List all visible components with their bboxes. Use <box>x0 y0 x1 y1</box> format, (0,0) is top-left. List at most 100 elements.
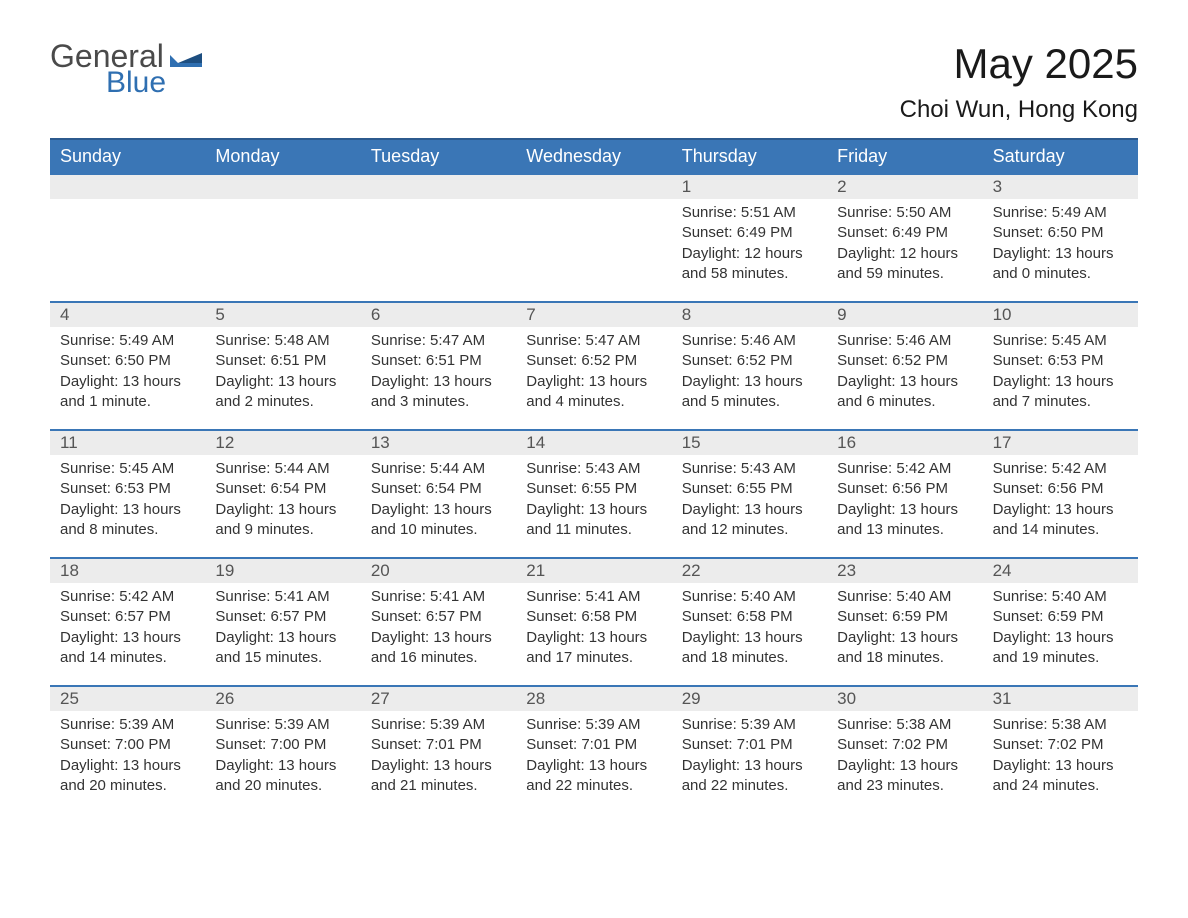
sunrise-text: Sunrise: 5:40 AM <box>993 587 1128 607</box>
logo-blue-text: Blue <box>106 68 202 98</box>
daylight-text: Daylight: 13 hours and 15 minutes. <box>215 628 350 669</box>
day-number: 22 <box>672 559 827 583</box>
day-body: Sunrise: 5:38 AMSunset: 7:02 PMDaylight:… <box>983 711 1138 804</box>
day-body <box>50 199 205 211</box>
day-number: . <box>50 175 205 199</box>
sunset-text: Sunset: 6:53 PM <box>993 351 1128 371</box>
sunset-text: Sunset: 6:55 PM <box>682 479 817 499</box>
day-cell: 28Sunrise: 5:39 AMSunset: 7:01 PMDayligh… <box>516 687 671 813</box>
day-body <box>205 199 360 211</box>
day-body <box>516 199 671 211</box>
day-cell: 13Sunrise: 5:44 AMSunset: 6:54 PMDayligh… <box>361 431 516 557</box>
day-number: 9 <box>827 303 982 327</box>
day-body: Sunrise: 5:48 AMSunset: 6:51 PMDaylight:… <box>205 327 360 420</box>
sunset-text: Sunset: 6:50 PM <box>60 351 195 371</box>
day-number: 1 <box>672 175 827 199</box>
sunset-text: Sunset: 6:58 PM <box>682 607 817 627</box>
day-body: Sunrise: 5:45 AMSunset: 6:53 PMDaylight:… <box>983 327 1138 420</box>
sunset-text: Sunset: 6:54 PM <box>215 479 350 499</box>
day-number: 16 <box>827 431 982 455</box>
day-body: Sunrise: 5:50 AMSunset: 6:49 PMDaylight:… <box>827 199 982 292</box>
weekday-cell: Wednesday <box>516 140 671 173</box>
sunset-text: Sunset: 6:53 PM <box>60 479 195 499</box>
weekday-cell: Thursday <box>672 140 827 173</box>
day-cell: 5Sunrise: 5:48 AMSunset: 6:51 PMDaylight… <box>205 303 360 429</box>
daylight-text: Daylight: 13 hours and 4 minutes. <box>526 372 661 413</box>
day-cell: 23 Sunrise: 5:40 AMSunset: 6:59 PMDayligh… <box>827 559 982 685</box>
sunset-text: Sunset: 7:00 PM <box>60 735 195 755</box>
daylight-text: Daylight: 13 hours and 24 minutes. <box>993 756 1128 797</box>
day-number: 17 <box>983 431 1138 455</box>
daylight-text: Daylight: 13 hours and 8 minutes. <box>60 500 195 541</box>
day-cell: 31Sunrise: 5:38 AMSunset: 7:02 PMDayligh… <box>983 687 1138 813</box>
sunrise-text: Sunrise: 5:40 AM <box>837 587 972 607</box>
day-number: 30 <box>827 687 982 711</box>
day-cell: 9Sunrise: 5:46 AMSunset: 6:52 PMDaylight… <box>827 303 982 429</box>
day-body: Sunrise: 5:41 AMSunset: 6:57 PMDaylight:… <box>205 583 360 676</box>
day-body: Sunrise: 5:49 AMSunset: 6:50 PMDaylight:… <box>983 199 1138 292</box>
sunset-text: Sunset: 6:51 PM <box>371 351 506 371</box>
weekday-cell: Saturday <box>983 140 1138 173</box>
day-cell: 2Sunrise: 5:50 AMSunset: 6:49 PMDaylight… <box>827 175 982 301</box>
sunset-text: Sunset: 7:01 PM <box>682 735 817 755</box>
week-row: 18Sunrise: 5:42 AMSunset: 6:57 PMDayligh… <box>50 557 1138 685</box>
sunset-text: Sunset: 6:52 PM <box>526 351 661 371</box>
day-body: Sunrise: 5:39 AMSunset: 7:00 PMDaylight:… <box>205 711 360 804</box>
day-body: Sunrise: 5:42 AMSunset: 6:56 PMDaylight:… <box>827 455 982 548</box>
day-number: 10 <box>983 303 1138 327</box>
day-number: 14 <box>516 431 671 455</box>
day-body: Sunrise: 5:45 AMSunset: 6:53 PMDaylight:… <box>50 455 205 548</box>
day-body: Sunrise: 5:43 AMSunset: 6:55 PMDaylight:… <box>516 455 671 548</box>
daylight-text: Daylight: 13 hours and 7 minutes. <box>993 372 1128 413</box>
day-number: 31 <box>983 687 1138 711</box>
sunrise-text: Sunrise: 5:41 AM <box>215 587 350 607</box>
day-number: 23 <box>827 559 982 583</box>
sunset-text: Sunset: 6:58 PM <box>526 607 661 627</box>
day-body: Sunrise: 5:49 AMSunset: 6:50 PMDaylight:… <box>50 327 205 420</box>
sunset-text: Sunset: 6:50 PM <box>993 223 1128 243</box>
sunset-text: Sunset: 6:57 PM <box>371 607 506 627</box>
day-cell: 26Sunrise: 5:39 AMSunset: 7:00 PMDayligh… <box>205 687 360 813</box>
day-number: 15 <box>672 431 827 455</box>
sunset-text: Sunset: 6:49 PM <box>682 223 817 243</box>
day-cell: 8Sunrise: 5:46 AMSunset: 6:52 PMDaylight… <box>672 303 827 429</box>
daylight-text: Daylight: 13 hours and 1 minute. <box>60 372 195 413</box>
sunrise-text: Sunrise: 5:46 AM <box>837 331 972 351</box>
logo: General Blue <box>50 40 202 98</box>
sunset-text: Sunset: 6:52 PM <box>837 351 972 371</box>
sunrise-text: Sunrise: 5:40 AM <box>682 587 817 607</box>
week-row: 4Sunrise: 5:49 AMSunset: 6:50 PMDaylight… <box>50 301 1138 429</box>
day-body: Sunrise: 5:41 AMSunset: 6:57 PMDaylight:… <box>361 583 516 676</box>
day-cell: . <box>361 175 516 301</box>
day-cell: . <box>516 175 671 301</box>
day-number: 7 <box>516 303 671 327</box>
day-number: 19 <box>205 559 360 583</box>
sunset-text: Sunset: 6:57 PM <box>215 607 350 627</box>
sunrise-text: Sunrise: 5:49 AM <box>60 331 195 351</box>
sunset-text: Sunset: 6:55 PM <box>526 479 661 499</box>
day-body <box>361 199 516 211</box>
day-cell: 15Sunrise: 5:43 AMSunset: 6:55 PMDayligh… <box>672 431 827 557</box>
daylight-text: Daylight: 13 hours and 2 minutes. <box>215 372 350 413</box>
sunrise-text: Sunrise: 5:50 AM <box>837 203 972 223</box>
sunrise-text: Sunrise: 5:49 AM <box>993 203 1128 223</box>
day-body: Sunrise: 5:47 AMSunset: 6:51 PMDaylight:… <box>361 327 516 420</box>
sunset-text: Sunset: 7:01 PM <box>371 735 506 755</box>
day-body: Sunrise: 5:46 AMSunset: 6:52 PMDaylight:… <box>672 327 827 420</box>
day-cell: 4Sunrise: 5:49 AMSunset: 6:50 PMDaylight… <box>50 303 205 429</box>
sunrise-text: Sunrise: 5:41 AM <box>371 587 506 607</box>
day-number: 25 <box>50 687 205 711</box>
day-body: Sunrise: 5:40 AMSunset: 6:58 PMDaylight:… <box>672 583 827 676</box>
day-body: Sunrise: 5:46 AMSunset: 6:52 PMDaylight:… <box>827 327 982 420</box>
day-number: . <box>361 175 516 199</box>
sunset-text: Sunset: 6:59 PM <box>837 607 972 627</box>
sunset-text: Sunset: 6:59 PM <box>993 607 1128 627</box>
sunrise-text: Sunrise: 5:45 AM <box>60 459 195 479</box>
day-cell: 17Sunrise: 5:42 AMSunset: 6:56 PMDayligh… <box>983 431 1138 557</box>
day-cell: . <box>50 175 205 301</box>
day-number: . <box>205 175 360 199</box>
day-cell: 18Sunrise: 5:42 AMSunset: 6:57 PMDayligh… <box>50 559 205 685</box>
daylight-text: Daylight: 13 hours and 18 minutes. <box>837 628 972 669</box>
header-row: General Blue May 2025 Choi Wun, Hong Kon… <box>50 40 1138 124</box>
sunrise-text: Sunrise: 5:41 AM <box>526 587 661 607</box>
